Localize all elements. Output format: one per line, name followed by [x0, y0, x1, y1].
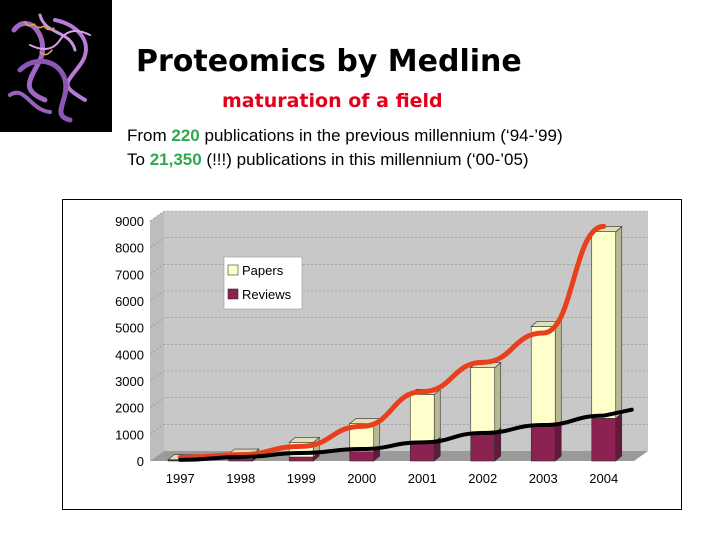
bar-side — [433, 388, 441, 443]
bar-top — [288, 437, 321, 443]
y-tick-label: 4000 — [115, 347, 144, 362]
x-tick-label: 2000 — [347, 471, 376, 486]
y-tick-label: 6000 — [115, 294, 144, 309]
bar-reviews — [530, 420, 563, 462]
bar-front — [409, 442, 435, 462]
bar-papers — [469, 362, 502, 434]
legend-swatch-reviews — [227, 288, 239, 300]
y-tick-label: 5000 — [115, 321, 144, 336]
y-tick-label: 1000 — [115, 427, 144, 442]
bar-side — [615, 226, 623, 419]
bar-front — [530, 326, 556, 427]
y-tick-label: 8000 — [115, 241, 144, 256]
gridline — [149, 290, 648, 302]
y-tick-label: 7000 — [115, 267, 144, 282]
bar-front — [591, 418, 617, 462]
gridline — [149, 344, 648, 355]
gridline — [149, 397, 648, 408]
y-tick-label: 2000 — [115, 401, 144, 416]
description-line-2-prefix: To — [127, 150, 150, 169]
bar-front — [530, 426, 556, 462]
bar-papers — [530, 320, 563, 427]
gridline — [149, 237, 648, 248]
protein-ribbon-structure-icon — [0, 0, 112, 132]
bar-front — [470, 367, 496, 434]
chart-container: 0 1000 2000 3000 4000 5000 6000 7000 8000 9000 199… — [62, 199, 682, 510]
bar-side — [554, 320, 562, 427]
y-tick-label: 3000 — [115, 374, 144, 389]
legend-swatch-papers — [227, 264, 239, 276]
x-tick-label: 2002 — [468, 471, 497, 486]
description-line-1-suffix: publications in the previous millennium … — [199, 126, 563, 145]
y-tick-label: 0 — [137, 454, 144, 469]
description-line-2-number: 21,350 — [149, 150, 202, 169]
bar-front — [409, 394, 435, 443]
bar-reviews — [590, 412, 623, 462]
gridline — [149, 317, 648, 328]
legend-label-reviews: Reviews — [242, 287, 292, 302]
description-line-1: From 220 publications in the previous mi… — [127, 126, 563, 146]
chart-back-wall — [164, 211, 648, 451]
bar-papers — [590, 226, 623, 419]
bar-front — [591, 231, 617, 419]
bar-front — [349, 451, 375, 462]
page-subtitle: maturation of a field — [222, 90, 443, 112]
bar-side — [615, 412, 623, 462]
legend-label-papers: Papers — [242, 263, 284, 278]
bar-side — [554, 420, 562, 462]
x-tick-label: 1997 — [166, 471, 195, 486]
gridline — [149, 370, 648, 382]
description-line-2-suffix: (!!!) publications in this millennium (‘… — [201, 150, 529, 169]
publications-chart: 0 1000 2000 3000 4000 5000 6000 7000 8000 9000 199… — [62, 199, 682, 510]
gridline — [149, 210, 648, 222]
x-tick-label: 2001 — [408, 471, 437, 486]
chart-side-wall — [150, 211, 164, 461]
description-line-2: To 21,350 (!!!) publications in this mil… — [127, 150, 529, 170]
x-tick-label: 2004 — [589, 471, 618, 486]
bar-papers — [409, 388, 442, 443]
x-tick-label: 1999 — [287, 471, 316, 486]
bar-front — [470, 432, 496, 462]
x-tick-label: 1998 — [226, 471, 255, 486]
trendline-red — [177, 223, 607, 461]
legend: Papers Reviews — [223, 256, 303, 310]
bar-front — [288, 456, 314, 462]
x-tick-label: 2003 — [529, 471, 558, 486]
bar-reviews — [469, 427, 502, 462]
description-line-1-number: 220 — [171, 126, 200, 145]
description-line-1-prefix: From — [127, 126, 172, 145]
page-title: Proteomics by Medline — [136, 44, 522, 79]
bar-side — [494, 362, 502, 434]
gridline — [149, 264, 648, 275]
trendline-black — [178, 407, 634, 462]
gridline — [149, 424, 648, 435]
y-tick-label: 9000 — [115, 214, 144, 229]
